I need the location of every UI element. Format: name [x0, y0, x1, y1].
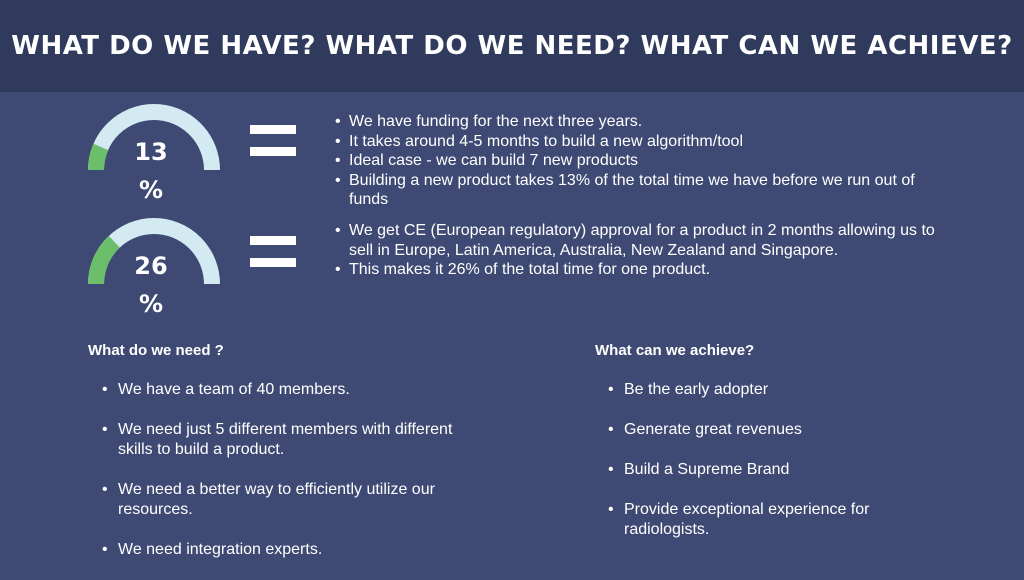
page-title: WHAT DO WE HAVE? WHAT DO WE NEED? WHAT C… — [11, 31, 1013, 61]
list-item: We have funding for the next three years… — [335, 112, 945, 132]
list-item: We need integration experts. — [102, 540, 462, 560]
list-item: We need just 5 different members with di… — [102, 420, 462, 460]
have-list-1: We have funding for the next three years… — [335, 112, 945, 210]
gauge-track — [88, 104, 220, 171]
gauge-arc — [88, 218, 220, 285]
gauge-unit: % — [138, 176, 164, 204]
list-item: Be the early adopter — [608, 380, 948, 400]
list-item: Generate great revenues — [608, 420, 948, 440]
gauge-fill — [88, 143, 109, 171]
gauge-unit: % — [138, 290, 164, 318]
gauge-arc — [88, 104, 220, 171]
list-item: We need a better way to efficiently util… — [102, 480, 462, 520]
achieve-title: What can we achieve? — [595, 342, 755, 359]
gauge-13-percent: 13 % — [86, 100, 226, 204]
need-list: We have a team of 40 members. We need jus… — [102, 380, 462, 580]
list-item: It takes around 4-5 months to build a ne… — [335, 132, 945, 152]
list-item: This makes it 26% of the total time for … — [335, 260, 945, 280]
gauge-number: 26 — [134, 252, 168, 280]
equals-sign-2 — [250, 236, 296, 268]
gauge-number: 13 — [134, 138, 168, 166]
header-bar: WHAT DO WE HAVE? WHAT DO WE NEED? WHAT C… — [0, 0, 1024, 92]
list-item: Build a Supreme Brand — [608, 460, 948, 480]
list-item: We get CE (European regulatory) approval… — [335, 221, 945, 260]
list-item: Building a new product takes 13% of the … — [335, 171, 945, 210]
need-title: What do we need ? — [88, 342, 224, 359]
equals-sign-1 — [250, 125, 296, 157]
achieve-list: Be the early adopter Generate great reven… — [608, 380, 948, 560]
gauge-fill — [88, 235, 121, 285]
list-item: We have a team of 40 members. — [102, 380, 462, 400]
list-item: Ideal case - we can build 7 new products — [335, 151, 945, 171]
list-item: Provide exceptional experience for radio… — [608, 500, 948, 540]
have-list-2: We get CE (European regulatory) approval… — [335, 221, 945, 280]
gauge-26-percent: 26 % — [86, 214, 226, 318]
